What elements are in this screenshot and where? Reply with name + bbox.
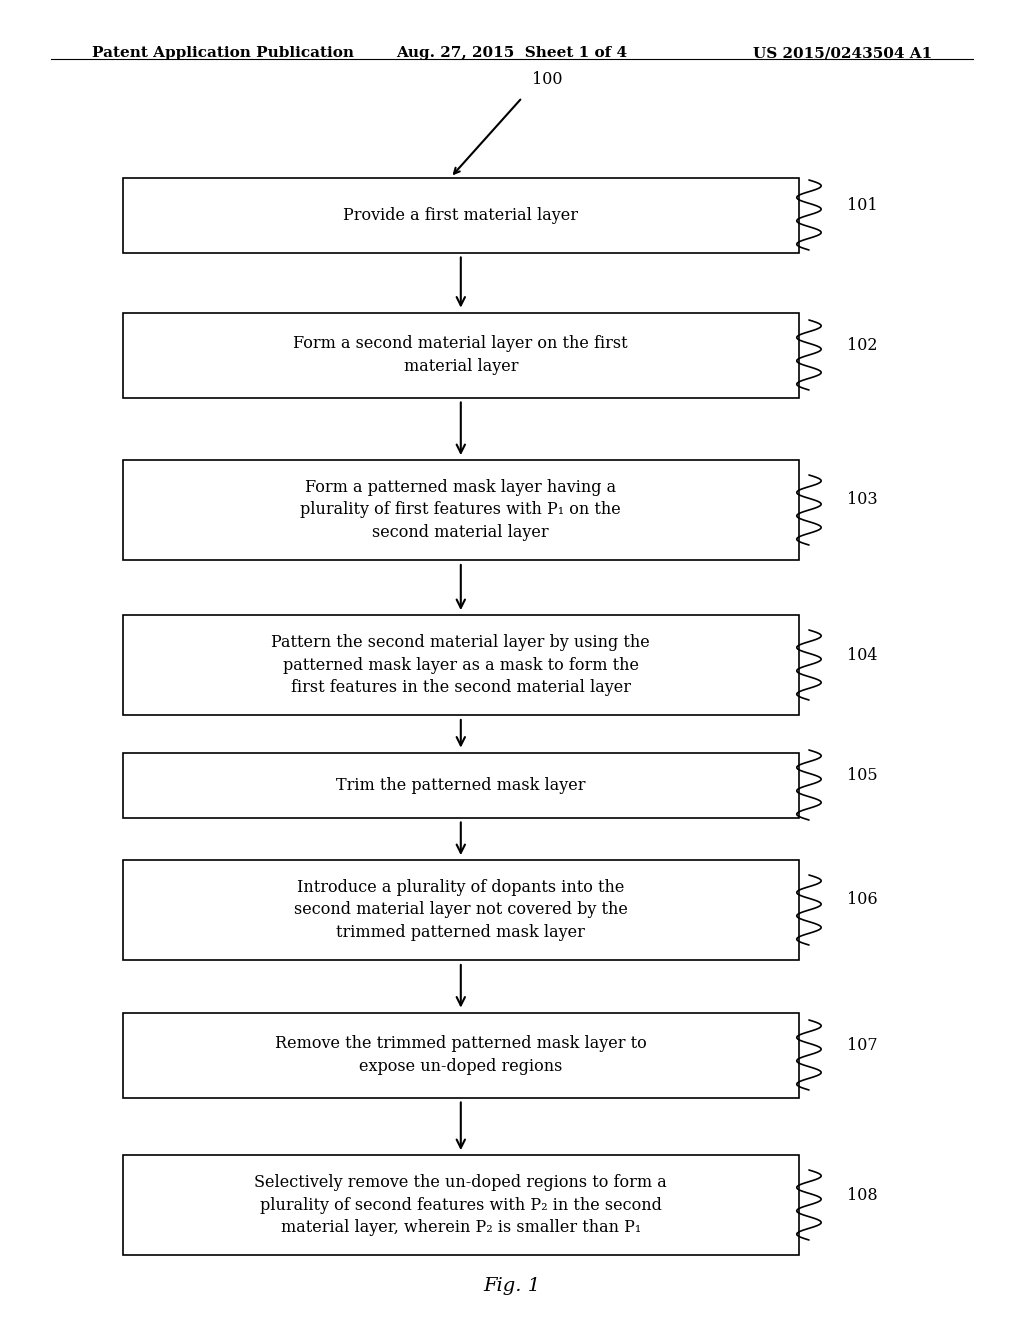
- Text: Form a patterned mask layer having a
plurality of first features with P₁ on the
: Form a patterned mask layer having a plu…: [300, 479, 622, 541]
- FancyBboxPatch shape: [123, 1012, 799, 1097]
- FancyBboxPatch shape: [123, 459, 799, 560]
- Text: Fig. 1: Fig. 1: [483, 1276, 541, 1295]
- Text: 108: 108: [847, 1187, 878, 1204]
- Text: 107: 107: [847, 1036, 878, 1053]
- Text: Introduce a plurality of dopants into the
second material layer not covered by t: Introduce a plurality of dopants into th…: [294, 879, 628, 941]
- Text: Form a second material layer on the first
material layer: Form a second material layer on the firs…: [294, 335, 628, 375]
- FancyBboxPatch shape: [123, 313, 799, 397]
- Text: Pattern the second material layer by using the
patterned mask layer as a mask to: Pattern the second material layer by usi…: [271, 635, 650, 696]
- Text: Remove the trimmed patterned mask layer to
expose un-doped regions: Remove the trimmed patterned mask layer …: [274, 1035, 647, 1074]
- FancyBboxPatch shape: [123, 861, 799, 960]
- Text: 106: 106: [847, 891, 878, 908]
- Text: Aug. 27, 2015  Sheet 1 of 4: Aug. 27, 2015 Sheet 1 of 4: [396, 46, 628, 61]
- FancyBboxPatch shape: [123, 752, 799, 817]
- Text: 103: 103: [847, 491, 878, 508]
- Text: 104: 104: [847, 647, 878, 664]
- Text: Trim the patterned mask layer: Trim the patterned mask layer: [336, 776, 586, 793]
- Text: 101: 101: [847, 197, 878, 214]
- Text: Provide a first material layer: Provide a first material layer: [343, 206, 579, 223]
- FancyBboxPatch shape: [123, 1155, 799, 1255]
- Text: 102: 102: [847, 337, 878, 354]
- FancyBboxPatch shape: [123, 177, 799, 252]
- Text: 100: 100: [532, 70, 563, 87]
- Text: US 2015/0243504 A1: US 2015/0243504 A1: [753, 46, 932, 61]
- Text: Selectively remove the un-doped regions to form a
plurality of second features w: Selectively remove the un-doped regions …: [254, 1175, 668, 1236]
- Text: 105: 105: [847, 767, 878, 784]
- FancyBboxPatch shape: [123, 615, 799, 715]
- Text: Patent Application Publication: Patent Application Publication: [92, 46, 354, 61]
